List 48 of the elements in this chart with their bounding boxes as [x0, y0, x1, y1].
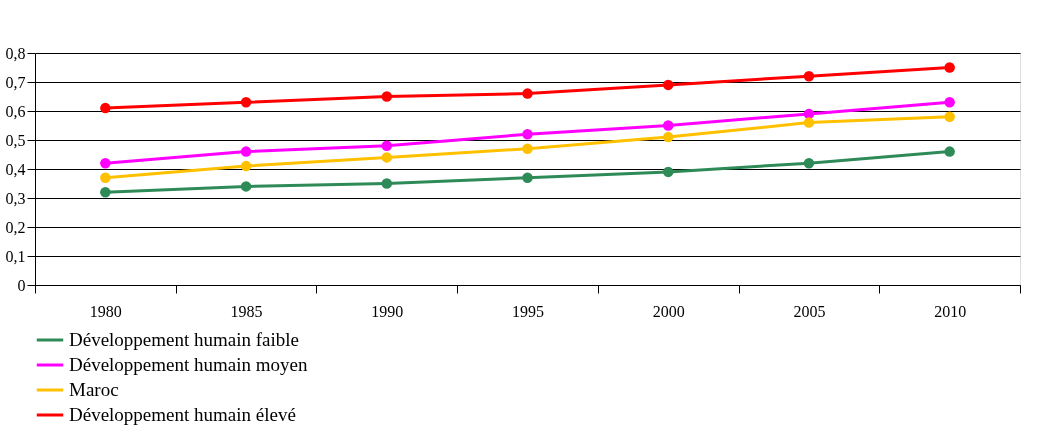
- point: [381, 91, 393, 102]
- x-tick-label: 1980: [89, 302, 122, 320]
- point: [522, 88, 533, 99]
- point: [100, 102, 111, 114]
- point: [100, 172, 111, 183]
- point: [803, 108, 815, 120]
- point: [944, 62, 955, 73]
- y-tick-label: 0,7: [5, 73, 26, 91]
- y-tick-label: 0,2: [5, 218, 26, 236]
- y-tick-label: 0: [17, 276, 26, 294]
- point: [803, 157, 815, 169]
- point: [522, 143, 533, 154]
- point: [662, 79, 674, 91]
- y-tick-label: 0,3: [5, 189, 26, 207]
- x-tick-label: 1985: [230, 302, 263, 320]
- y-tick-label: 0,5: [5, 131, 26, 149]
- x-tick-label: 2005: [793, 302, 826, 320]
- point: [240, 160, 252, 172]
- y-tick-label: 0,6: [5, 102, 26, 120]
- point: [662, 131, 674, 143]
- point: [240, 146, 252, 157]
- legend-label: Développement humain élevé: [69, 404, 296, 425]
- y-tick-label: 0,8: [5, 44, 26, 62]
- legend-label: Maroc: [69, 379, 119, 400]
- point: [662, 166, 674, 178]
- point: [381, 178, 393, 189]
- point: [100, 186, 111, 198]
- point: [522, 172, 533, 183]
- point: [240, 97, 252, 108]
- x-tick-label: 1995: [512, 302, 544, 320]
- legend-label: Développement humain faible: [69, 329, 300, 350]
- point: [100, 157, 111, 169]
- point: [381, 152, 393, 163]
- point: [522, 128, 533, 140]
- point: [944, 111, 955, 123]
- point: [944, 146, 955, 157]
- point: [803, 70, 815, 82]
- x-tick-label: 2000: [652, 302, 685, 320]
- y-tick-label: 0,1: [5, 247, 26, 265]
- point: [381, 140, 393, 152]
- point: [803, 117, 815, 128]
- y-tick-label: 0,4: [5, 160, 26, 178]
- x-tick-label: 2010: [934, 302, 967, 320]
- x-tick-label: 1990: [371, 302, 404, 320]
- legend-label: Développement humain moyen: [69, 354, 308, 375]
- point: [662, 120, 674, 131]
- point: [240, 181, 252, 192]
- point: [944, 97, 955, 108]
